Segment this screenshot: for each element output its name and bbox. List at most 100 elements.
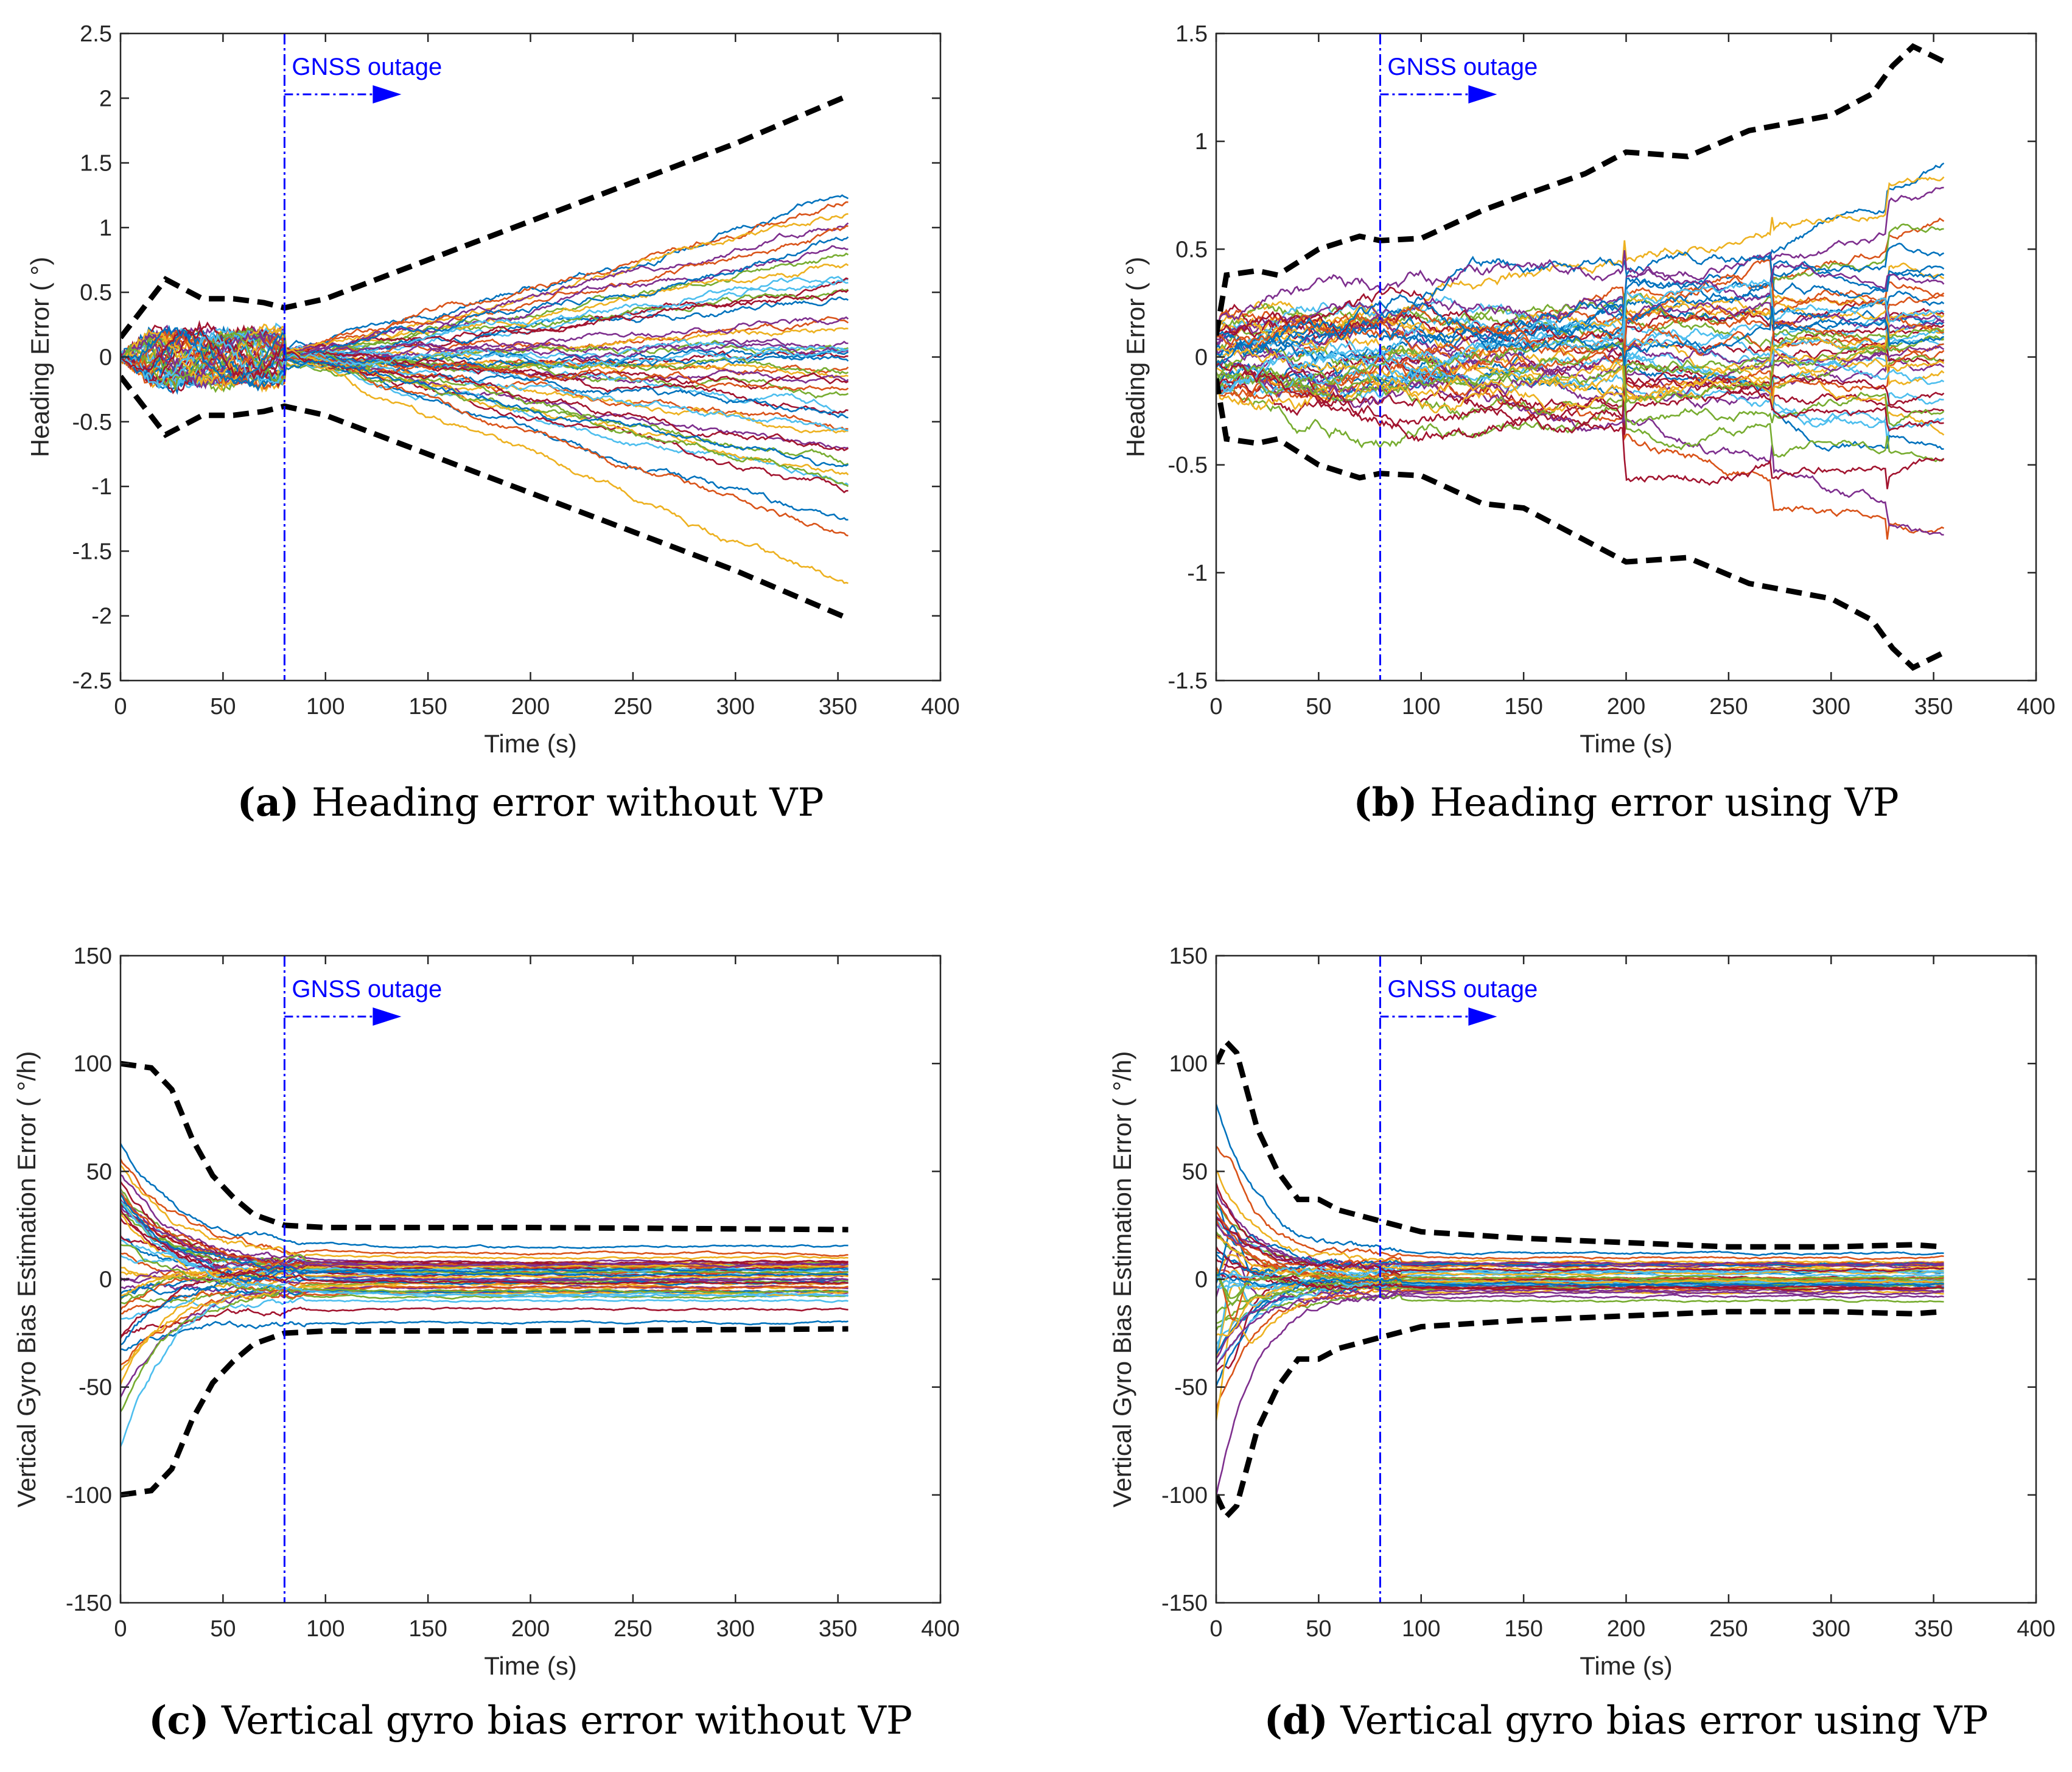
series-group bbox=[1216, 43, 1945, 671]
series-group bbox=[121, 93, 850, 622]
x-axis-label: Time (s) bbox=[484, 1651, 576, 1680]
series-line bbox=[1216, 250, 1945, 337]
series-line bbox=[1216, 260, 1945, 357]
x-axis-label: Time (s) bbox=[1580, 729, 1672, 758]
x-tick-label: 150 bbox=[408, 1616, 447, 1642]
series-line bbox=[121, 288, 849, 382]
y-tick-label: -2.5 bbox=[72, 668, 112, 694]
series-line bbox=[121, 323, 849, 475]
series-line bbox=[1216, 301, 1944, 536]
series-line bbox=[121, 277, 849, 378]
series-line bbox=[1216, 1286, 1944, 1410]
envelope-upper-line bbox=[1216, 1037, 1944, 1250]
envelope-lower-line bbox=[1216, 1309, 1944, 1522]
y-tick-label: 100 bbox=[1169, 1051, 1208, 1077]
x-tick-label: 50 bbox=[210, 694, 236, 720]
series-line bbox=[1216, 1246, 1944, 1291]
y-tick-label: -150 bbox=[66, 1591, 112, 1616]
y-tick-label: 1 bbox=[99, 215, 112, 241]
y-tick-label: 1.5 bbox=[1175, 21, 1208, 47]
x-tick-label: 300 bbox=[1812, 1616, 1850, 1642]
series-line bbox=[1216, 279, 1945, 393]
series-line bbox=[1216, 341, 1945, 443]
series-line bbox=[1216, 1272, 1944, 1288]
outage-arrow-head bbox=[373, 1007, 402, 1026]
caption-text: Vertical gyro bias error using VP bbox=[1328, 1698, 1988, 1743]
series-line bbox=[121, 1158, 849, 1257]
series-line bbox=[121, 1208, 849, 1285]
y-tick-label: -1 bbox=[91, 474, 112, 500]
x-tick-label: 250 bbox=[614, 1616, 652, 1642]
y-tick-label: -50 bbox=[79, 1375, 112, 1401]
series-line bbox=[121, 1320, 849, 1351]
x-tick-label: 0 bbox=[1209, 1616, 1222, 1642]
series-line bbox=[1216, 336, 1944, 407]
x-tick-label: 300 bbox=[1812, 694, 1850, 720]
series-line bbox=[121, 1262, 849, 1282]
x-tick-label: 50 bbox=[210, 1616, 236, 1642]
x-tick-label: 100 bbox=[306, 694, 345, 720]
series-line bbox=[121, 332, 849, 521]
x-tick-label: 100 bbox=[306, 1616, 345, 1642]
caption-text: Heading error using VP bbox=[1418, 780, 1899, 825]
x-tick-label: 150 bbox=[408, 694, 447, 720]
x-tick-label: 100 bbox=[1402, 694, 1440, 720]
x-tick-label: 0 bbox=[114, 694, 127, 720]
caption-label: (c) bbox=[149, 1698, 209, 1743]
caption-label: (a) bbox=[237, 780, 299, 825]
series-line bbox=[121, 1284, 849, 1398]
series-line bbox=[1216, 345, 1945, 427]
y-axis-label: Heading Error ( °) bbox=[26, 257, 54, 458]
outage-arrow-head bbox=[1468, 1007, 1497, 1026]
x-tick-label: 400 bbox=[2017, 1616, 2055, 1642]
x-tick-label: 350 bbox=[819, 1616, 857, 1642]
caption-label: (b) bbox=[1353, 780, 1417, 825]
panel-a: GNSS outage 0 50 100 150 200 250 300 350 400 -2.5 -… bbox=[26, 21, 960, 825]
caption: (b) Heading error using VP bbox=[1353, 780, 1899, 825]
panel-d: GNSS outage 0 50 100 150 200 250 300 350 400 -150 -… bbox=[1108, 944, 2056, 1743]
caption: (c) Vertical gyro bias error without VP bbox=[149, 1698, 912, 1743]
x-tick-label: 400 bbox=[2017, 694, 2055, 720]
caption-text: Vertical gyro bias error without VP bbox=[209, 1698, 912, 1743]
y-tick-label: 0 bbox=[1195, 1267, 1208, 1293]
y-tick-label: 0 bbox=[1195, 345, 1208, 371]
envelope-lower-line bbox=[121, 1326, 849, 1498]
y-tick-label: -0.5 bbox=[1168, 453, 1208, 478]
x-tick-label: 50 bbox=[1306, 1616, 1331, 1642]
x-tick-label: 150 bbox=[1504, 1616, 1542, 1642]
y-tick-label: 150 bbox=[1169, 944, 1208, 969]
series-line bbox=[121, 289, 849, 388]
series-line bbox=[121, 332, 849, 390]
x-tick-label: 100 bbox=[1402, 1616, 1440, 1642]
y-tick-label: -1.5 bbox=[1168, 668, 1208, 694]
y-tick-label: 2.5 bbox=[80, 21, 112, 47]
x-tick-label: 200 bbox=[1607, 694, 1645, 720]
series-line bbox=[1216, 329, 1944, 402]
y-tick-label: -50 bbox=[1174, 1375, 1208, 1401]
x-tick-label: 350 bbox=[1914, 694, 1953, 720]
outage-arrow-head bbox=[1468, 85, 1497, 103]
outage-label: GNSS outage bbox=[1387, 54, 1538, 80]
x-tick-label: 300 bbox=[716, 1616, 755, 1642]
series-line bbox=[1216, 1294, 1944, 1324]
panel-c: GNSS outage 0 50 100 150 200 250 300 350 400 -150 -… bbox=[12, 944, 960, 1743]
series-line bbox=[1216, 295, 1944, 428]
series-line bbox=[1216, 223, 1944, 337]
y-axis-label: Vertical Gyro Bias Estimation Error ( °/… bbox=[1108, 1051, 1136, 1508]
x-tick-label: 50 bbox=[1306, 694, 1331, 720]
series-line bbox=[121, 1164, 849, 1260]
series-line bbox=[121, 1263, 849, 1297]
x-tick-label: 250 bbox=[1709, 1616, 1748, 1642]
x-tick-label: 350 bbox=[1914, 1616, 1953, 1642]
caption-label: (d) bbox=[1264, 1698, 1328, 1743]
y-tick-label: 150 bbox=[74, 944, 112, 969]
series-line bbox=[121, 1174, 849, 1265]
x-tick-label: 400 bbox=[921, 694, 959, 720]
y-tick-label: -100 bbox=[1161, 1483, 1208, 1508]
caption: (d) Vertical gyro bias error using VP bbox=[1264, 1698, 1989, 1743]
y-tick-label: 50 bbox=[86, 1159, 112, 1185]
y-tick-label: 100 bbox=[74, 1051, 112, 1077]
series-line bbox=[121, 1267, 849, 1346]
outage-label: GNSS outage bbox=[1387, 976, 1538, 1003]
y-tick-label: 1 bbox=[1195, 129, 1208, 155]
